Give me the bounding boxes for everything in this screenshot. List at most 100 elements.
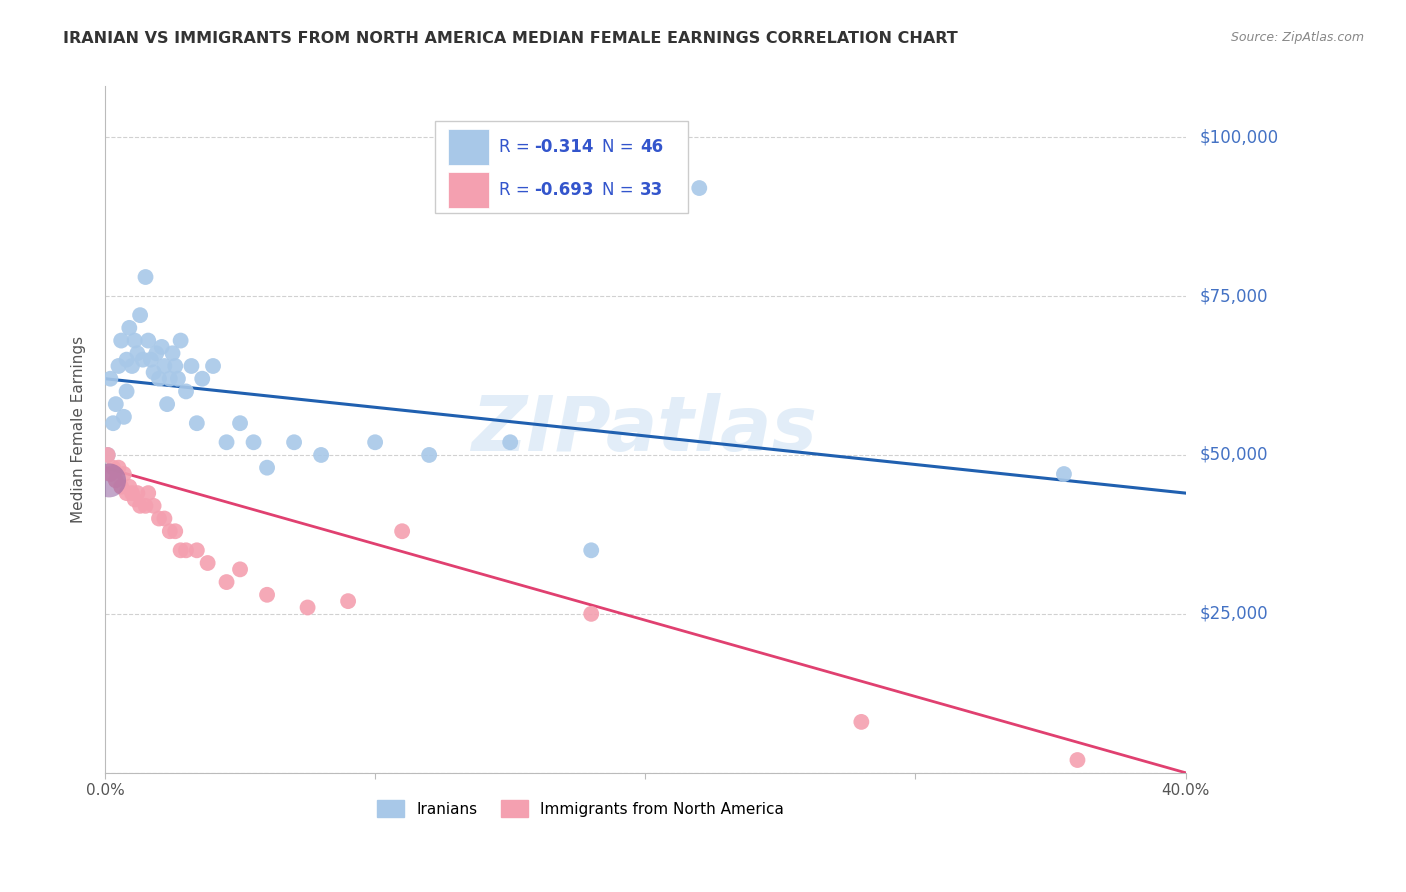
Point	[129, 499, 152, 513]
Point	[242, 435, 264, 450]
Point	[100, 372, 122, 386]
Point	[136, 486, 159, 500]
Point	[100, 467, 122, 481]
Text: R =: R =	[499, 137, 536, 155]
Point	[229, 562, 252, 576]
Point	[150, 340, 173, 354]
Point	[129, 308, 152, 322]
Point	[110, 334, 132, 348]
Point	[145, 346, 167, 360]
Text: 46: 46	[640, 137, 664, 155]
Point	[297, 600, 319, 615]
Point	[148, 372, 170, 386]
Point	[174, 543, 197, 558]
Point	[215, 575, 238, 590]
Point	[191, 372, 214, 386]
Text: N =: N =	[602, 181, 638, 199]
Point	[202, 359, 225, 373]
Point	[148, 511, 170, 525]
Point	[134, 499, 156, 513]
Point	[101, 416, 124, 430]
Text: IRANIAN VS IMMIGRANTS FROM NORTH AMERICA MEDIAN FEMALE EARNINGS CORRELATION CHAR: IRANIAN VS IMMIGRANTS FROM NORTH AMERICA…	[63, 31, 957, 46]
Point	[115, 486, 138, 500]
Y-axis label: Median Female Earnings: Median Female Earnings	[72, 336, 86, 523]
Point	[112, 467, 135, 481]
Text: R =: R =	[499, 181, 536, 199]
Point	[186, 543, 208, 558]
FancyBboxPatch shape	[447, 172, 488, 208]
Point	[127, 486, 149, 500]
Point	[153, 511, 176, 525]
Point	[132, 352, 155, 367]
Point	[112, 409, 135, 424]
Text: -0.314: -0.314	[534, 137, 593, 155]
Point	[110, 480, 132, 494]
Point	[121, 486, 143, 500]
Point	[97, 448, 120, 462]
Text: N =: N =	[602, 137, 638, 155]
Point	[165, 359, 187, 373]
Point	[136, 334, 159, 348]
Point	[134, 270, 156, 285]
Legend: Iranians, Immigrants from North America: Iranians, Immigrants from North America	[371, 794, 790, 823]
Point	[180, 359, 202, 373]
Point	[142, 499, 165, 513]
Point	[309, 448, 332, 462]
Point	[174, 384, 197, 399]
Point	[142, 365, 165, 379]
Point	[169, 543, 191, 558]
Point	[107, 460, 129, 475]
Point	[127, 346, 149, 360]
Point	[107, 359, 129, 373]
Point	[139, 352, 162, 367]
Point	[256, 460, 278, 475]
Point	[104, 474, 127, 488]
Text: Source: ZipAtlas.com: Source: ZipAtlas.com	[1230, 31, 1364, 45]
Point	[418, 448, 440, 462]
Point	[159, 524, 181, 539]
Point	[283, 435, 305, 450]
Point	[115, 352, 138, 367]
Point	[121, 359, 143, 373]
Text: $75,000: $75,000	[1199, 287, 1268, 305]
Point	[197, 556, 219, 570]
Text: $100,000: $100,000	[1199, 128, 1278, 146]
Text: -0.693: -0.693	[534, 181, 593, 199]
Text: $50,000: $50,000	[1199, 446, 1268, 464]
Point	[159, 372, 181, 386]
Point	[851, 714, 873, 729]
Point	[118, 480, 141, 494]
Point	[101, 460, 124, 475]
Point	[499, 435, 522, 450]
Point	[156, 397, 179, 411]
Text: $25,000: $25,000	[1199, 605, 1268, 623]
Point	[688, 181, 710, 195]
FancyBboxPatch shape	[447, 128, 488, 164]
FancyBboxPatch shape	[434, 120, 689, 213]
Point	[337, 594, 360, 608]
Point	[1066, 753, 1088, 767]
Point	[124, 334, 146, 348]
Point	[579, 607, 602, 621]
Point	[165, 524, 187, 539]
Point	[104, 397, 127, 411]
Point	[124, 492, 146, 507]
Point	[162, 346, 184, 360]
Point	[118, 321, 141, 335]
Point	[115, 384, 138, 399]
Point	[167, 372, 190, 386]
Text: 33: 33	[640, 181, 664, 199]
Point	[97, 448, 120, 462]
Point	[256, 588, 278, 602]
Point	[391, 524, 413, 539]
Text: ZIPatlas: ZIPatlas	[472, 392, 818, 467]
Point	[579, 543, 602, 558]
Point	[364, 435, 387, 450]
Point	[169, 334, 191, 348]
Point	[215, 435, 238, 450]
Point	[1053, 467, 1076, 481]
Point	[229, 416, 252, 430]
Point	[153, 359, 176, 373]
Point	[98, 474, 121, 488]
Point	[186, 416, 208, 430]
